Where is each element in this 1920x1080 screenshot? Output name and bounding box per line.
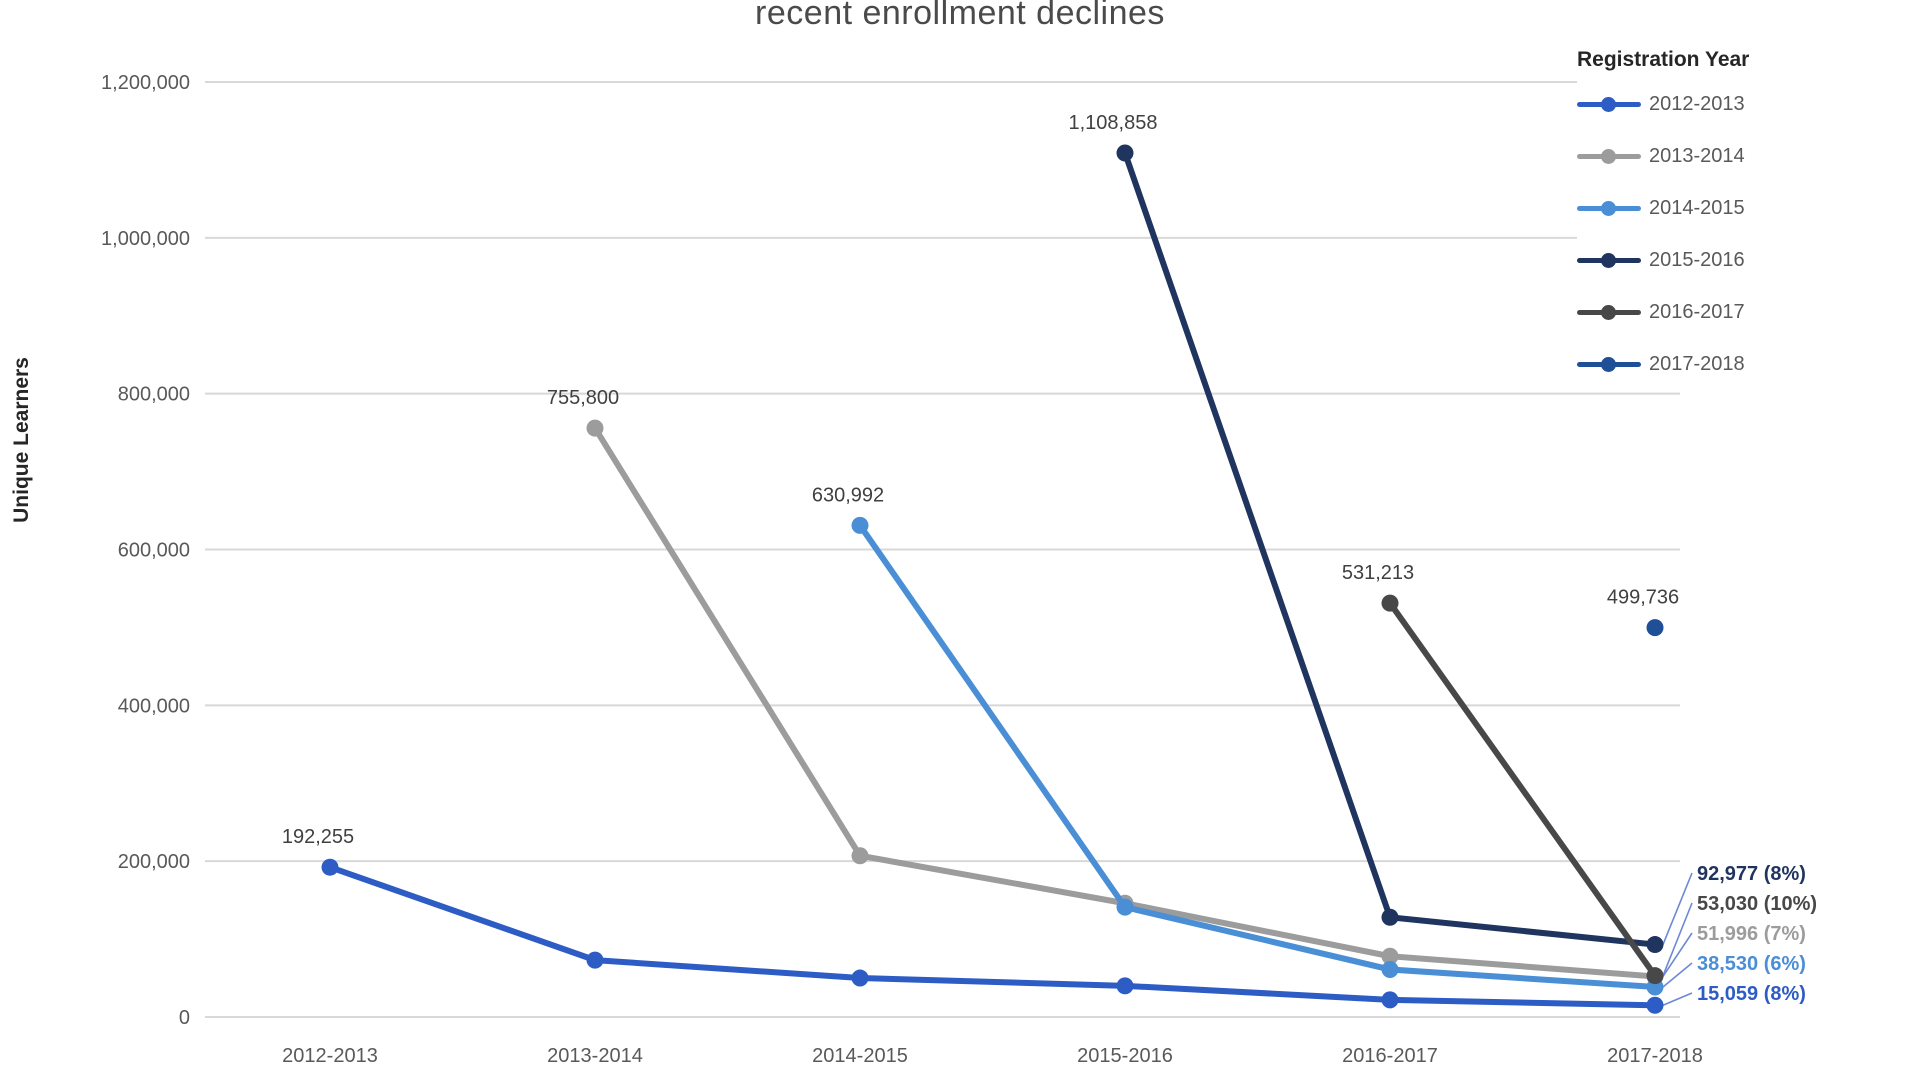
legend-title: Registration Year	[1577, 48, 1750, 71]
y-tick-label: 800,000	[118, 384, 190, 406]
y-tick-label: 1,200,000	[101, 72, 190, 94]
series-line[interactable]	[857, 522, 1658, 990]
leader-line	[1662, 932, 1693, 977]
legend-swatch-icon	[1577, 252, 1641, 268]
data-point[interactable]	[1116, 144, 1134, 162]
end-value-label: 15,059 (8%)	[1697, 983, 1806, 1005]
legend-item-2014-2015[interactable]: 2014-2015	[1577, 182, 1907, 234]
x-axis-labels: 2012-2013 2013-2014 2014-2015 2015-2016 2016…	[282, 1045, 1703, 1067]
leader-line	[1662, 902, 1693, 976]
legend-item-label: 2016-2017	[1649, 300, 1745, 323]
y-tick-label: 400,000	[118, 695, 190, 717]
leader-line	[1662, 962, 1693, 988]
legend-swatch-icon	[1577, 200, 1641, 216]
data-point[interactable]	[1381, 947, 1399, 965]
legend-item-2017-2018[interactable]: 2017-2018	[1577, 338, 1907, 390]
data-point[interactable]	[586, 951, 604, 969]
data-point[interactable]	[1116, 898, 1134, 916]
series-2015-2016: 1,108,858	[1069, 112, 1664, 954]
data-point[interactable]	[1381, 908, 1399, 926]
end-value-label: 92,977 (8%)	[1697, 863, 1806, 885]
chart-title: recent enrollment declines	[755, 0, 1165, 32]
series-2012-2013: 192,255	[282, 826, 1664, 1014]
peak-value-label: 630,992	[812, 484, 884, 506]
leader-line	[1662, 872, 1693, 945]
data-point[interactable]	[586, 419, 604, 437]
legend-item-2013-2014[interactable]: 2013-2014	[1577, 130, 1907, 182]
data-point[interactable]	[1116, 977, 1134, 995]
peak-value-label: 531,213	[1342, 562, 1414, 584]
y-tick-label: 600,000	[118, 540, 190, 562]
legend-item-label: 2017-2018	[1649, 352, 1745, 375]
x-tick-label: 2017-2018	[1607, 1045, 1703, 1067]
end-value-label: 38,530 (6%)	[1697, 953, 1806, 975]
peak-value-label: 755,800	[547, 387, 619, 409]
y-tick-label: 0	[179, 1007, 190, 1029]
series-2014-2015: 630,992	[812, 484, 1664, 996]
data-point[interactable]	[1646, 967, 1664, 985]
x-tick-label: 2012-2013	[282, 1045, 378, 1067]
x-tick-label: 2014-2015	[812, 1045, 908, 1067]
series-2013-2014: 755,800	[547, 387, 1664, 985]
data-point[interactable]	[1381, 991, 1399, 1009]
data-point[interactable]	[1381, 594, 1399, 612]
data-point[interactable]	[1646, 936, 1664, 954]
data-point[interactable]	[1646, 619, 1664, 637]
data-point[interactable]	[851, 847, 869, 865]
leader-line	[1662, 992, 1693, 1007]
series-line[interactable]	[327, 864, 1658, 1009]
series-2016-2017: 531,213	[1342, 562, 1664, 985]
data-point[interactable]	[1646, 996, 1664, 1014]
data-point[interactable]	[1381, 960, 1399, 978]
legend-swatch-icon	[1577, 148, 1641, 164]
y-tick-label: 200,000	[118, 851, 190, 873]
peak-value-label: 192,255	[282, 826, 354, 848]
series-2017-2018: 499,736	[1607, 587, 1679, 637]
gridlines: 1,200,000 1,000,000 800,000 600,000 400,000 2…	[101, 72, 1680, 1029]
legend-swatch-icon	[1577, 304, 1641, 320]
end-value-label: 53,030 (10%)	[1697, 893, 1817, 915]
end-label-leaders: 92,977 (8%) 53,030 (10%) 51,996 (7%) 38,530…	[1662, 863, 1817, 1007]
legend-item-list: 2012-2013 2013-2014 2014-2015 2015-2016 2016…	[1577, 78, 1907, 390]
y-tick-label: 1,000,000	[101, 228, 190, 250]
legend-item-label: 2012-2013	[1649, 92, 1745, 115]
series-line[interactable]	[1387, 600, 1658, 979]
legend-item-label: 2013-2014	[1649, 144, 1745, 167]
legend-item-label: 2015-2016	[1649, 248, 1745, 271]
series-line[interactable]	[592, 425, 1658, 980]
end-value-label: 51,996 (7%)	[1697, 923, 1806, 945]
x-tick-label: 2016-2017	[1342, 1045, 1438, 1067]
legend: Registration Year 2012-2013 2013-2014 2014…	[1577, 48, 1907, 390]
data-point[interactable]	[321, 858, 339, 876]
data-point[interactable]	[851, 516, 869, 534]
peak-value-label: 1,108,858	[1069, 112, 1158, 134]
legend-item-label: 2014-2015	[1649, 196, 1745, 219]
legend-swatch-icon	[1577, 96, 1641, 112]
legend-item-2016-2017[interactable]: 2016-2017	[1577, 286, 1907, 338]
x-tick-label: 2015-2016	[1077, 1045, 1173, 1067]
peak-value-label: 499,736	[1607, 587, 1679, 609]
data-point[interactable]	[851, 969, 869, 987]
legend-item-2015-2016[interactable]: 2015-2016	[1577, 234, 1907, 286]
x-tick-label: 2013-2014	[547, 1045, 643, 1067]
legend-item-2012-2013[interactable]: 2012-2013	[1577, 78, 1907, 130]
legend-swatch-icon	[1577, 356, 1641, 372]
